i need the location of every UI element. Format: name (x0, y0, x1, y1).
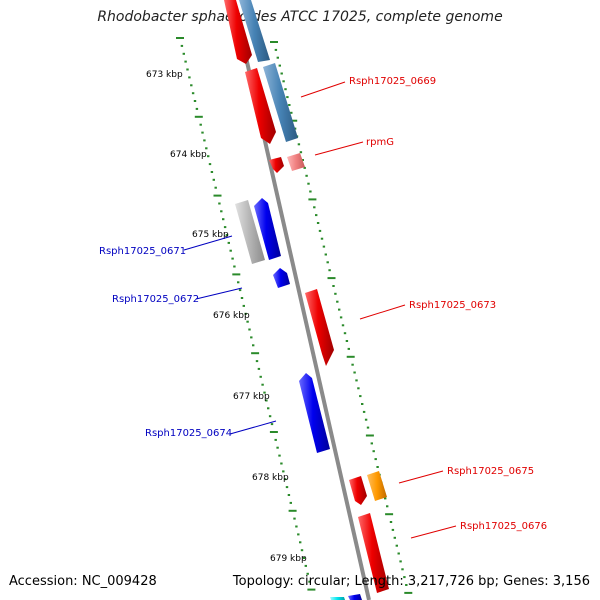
tick-labels: 673 kbp 674 kbp 675 kbp 676 kbp 677 kbp … (146, 70, 307, 564)
label-connector (195, 287, 243, 300)
gene-feature-red[interactable] (349, 476, 367, 505)
label-connector (300, 81, 346, 98)
tick-marks (176, 37, 413, 594)
tick-label: 679 kbp (270, 554, 307, 564)
tick-label: 673 kbp (146, 70, 183, 80)
label-connector (183, 235, 233, 251)
gene-feature-steelblue[interactable] (239, 0, 270, 62)
gene-feature-orange[interactable] (367, 471, 387, 501)
gene-feature-blue[interactable] (254, 198, 281, 260)
gene-label[interactable]: Rsph17025_0671 (99, 246, 186, 257)
gene-feature-pink[interactable] (287, 153, 305, 171)
gene-feature-blue[interactable] (299, 373, 330, 453)
tick-label: 677 kbp (233, 392, 270, 402)
gene-label[interactable]: Rsph17025_0669 (349, 76, 436, 87)
gene-feature-cyan[interactable] (330, 597, 345, 600)
tick-label: 675 kbp (192, 230, 229, 240)
gene-feature-red[interactable] (305, 289, 334, 366)
gene-label[interactable]: rpmG (366, 137, 394, 148)
gene-labels: Rsph17025_0669 rpmG Rsph17025_0671 Rsph1… (99, 76, 547, 532)
topology-text: Topology: circular; Length: 3,217,726 bp… (232, 574, 590, 589)
gene-feature-steelblue[interactable] (263, 63, 298, 142)
gene-feature-blue[interactable] (273, 268, 290, 288)
gene-feature-gray[interactable] (235, 200, 265, 264)
tick-label: 676 kbp (213, 311, 250, 321)
gene-feature-red[interactable] (358, 513, 389, 593)
tick-label: 678 kbp (252, 473, 289, 483)
gene-feature-blue[interactable] (348, 594, 362, 600)
gene-label-connectors (183, 81, 457, 539)
accession-text: Accession: NC_009428 (9, 574, 157, 589)
map-title: Rhodobacter sphaeroides ATCC 17025, comp… (97, 9, 503, 25)
gene-features (224, 0, 389, 600)
label-connector (359, 304, 406, 320)
gene-feature-red[interactable] (269, 157, 284, 173)
gene-label[interactable]: Rsph17025_0674 (145, 428, 232, 439)
gene-label[interactable]: Rsph17025_0675 (447, 466, 534, 477)
label-connector (314, 141, 364, 156)
tick-label: 674 kbp (170, 150, 207, 160)
label-connector (410, 525, 457, 539)
gene-feature-red[interactable] (224, 0, 252, 64)
label-connector (229, 420, 277, 435)
gene-label[interactable]: Rsph17025_0676 (460, 521, 547, 532)
gene-label[interactable]: Rsph17025_0673 (409, 300, 496, 311)
gene-feature-red[interactable] (245, 68, 276, 144)
gene-label[interactable]: Rsph17025_0672 (112, 294, 199, 305)
label-connector (398, 470, 444, 484)
